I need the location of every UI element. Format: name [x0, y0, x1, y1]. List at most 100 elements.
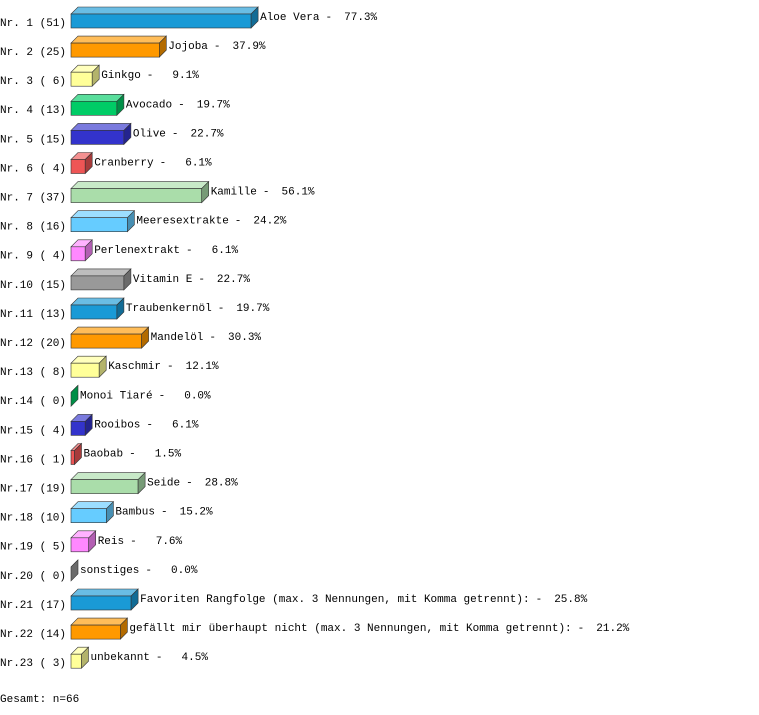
- bar: [70, 35, 168, 58]
- bar-side: [123, 268, 132, 291]
- row-label: Nr. 5 (15): [0, 134, 66, 146]
- bar-side: [88, 530, 97, 553]
- bar-top: [70, 123, 132, 131]
- row-label: Nr.16 ( 1): [0, 454, 66, 466]
- bar-front: [70, 13, 252, 29]
- value-label: 0.0%: [171, 565, 198, 577]
- bar-label: Kaschmir -12.1%: [108, 361, 219, 373]
- bar: [70, 646, 90, 669]
- bar-side: [116, 297, 125, 320]
- row-label: Nr.14 ( 0): [0, 396, 66, 408]
- bar-side: [137, 471, 146, 495]
- row-label: Nr.15 ( 4): [0, 425, 66, 437]
- separator: -: [159, 390, 166, 402]
- bar: [70, 471, 146, 495]
- bar: [70, 93, 125, 117]
- value-label: 56.1%: [282, 187, 315, 199]
- value-label: 6.1%: [185, 157, 212, 169]
- separator: -: [198, 274, 205, 286]
- category-label: sonstiges: [80, 565, 139, 577]
- value-label: 9.1%: [172, 70, 199, 82]
- bar-label: Monoi Tiaré - 0.0%: [80, 390, 211, 402]
- category-label: gefällt mir überhaupt nicht (max. 3 Nenn…: [129, 623, 571, 635]
- row-label: Nr.21 (17): [0, 600, 66, 612]
- bar-front: [70, 304, 118, 320]
- bar-front: [70, 130, 125, 145]
- bar-front: [70, 653, 82, 669]
- category-label: Favoriten Rangfolge (max. 3 Nennungen, m…: [140, 594, 529, 606]
- bar-side: [70, 559, 79, 582]
- separator: -: [178, 99, 185, 111]
- separator: -: [578, 623, 585, 635]
- value-label: 6.1%: [172, 419, 199, 431]
- bar-front: [70, 508, 107, 524]
- category-label: Perlenextrakt: [94, 245, 180, 257]
- bar-top: [70, 617, 129, 626]
- value-label: 4.5%: [182, 652, 209, 664]
- bar-front: [70, 421, 86, 436]
- bar: [70, 559, 79, 582]
- bar: [70, 151, 93, 175]
- bar-label: Ginkgo - 9.1%: [101, 70, 199, 82]
- row-label: Nr. 4 (13): [0, 105, 66, 117]
- bar: [70, 500, 115, 524]
- bar-front: [70, 217, 128, 232]
- bar-front: [70, 188, 203, 203]
- bar-label: Reis - 7.6%: [98, 536, 183, 548]
- row-label: Nr.17 (19): [0, 484, 66, 496]
- bar-top: [70, 326, 150, 335]
- separator: -: [129, 448, 136, 460]
- bar-label: Avocado -19.7%: [126, 99, 230, 111]
- value-label: 24.2%: [253, 216, 286, 228]
- row-label: Nr. 8 (16): [0, 222, 66, 234]
- bar-label: Bambus -15.2%: [115, 507, 213, 519]
- bar-front: [70, 479, 139, 494]
- bar-side: [81, 646, 89, 669]
- row-label: Nr.13 ( 8): [0, 367, 66, 379]
- value-label: 6.1%: [212, 245, 239, 257]
- separator: -: [209, 332, 216, 344]
- bar: [70, 442, 83, 466]
- bar-side: [123, 122, 132, 146]
- row-label: Nr. 1 (51): [0, 18, 66, 30]
- row-label: Nr.19 ( 5): [0, 542, 66, 554]
- bar-side: [84, 413, 93, 437]
- bar-front: [70, 333, 142, 349]
- bar: [70, 297, 125, 320]
- category-label: Ginkgo: [101, 70, 141, 82]
- bar-label: Rooibos - 6.1%: [94, 419, 199, 431]
- bar-label: Meeresextrakte -24.2%: [136, 216, 286, 228]
- separator: -: [235, 216, 242, 228]
- category-label: Traubenkernöl: [126, 303, 212, 315]
- row-label: Nr. 9 ( 4): [0, 251, 66, 263]
- bar-top: [70, 181, 210, 189]
- separator: -: [167, 361, 174, 373]
- category-label: Reis: [98, 536, 124, 548]
- value-label: 77.3%: [344, 12, 377, 24]
- bar-front: [70, 537, 90, 553]
- bar-front: [70, 362, 100, 378]
- bar-label: Vitamin E -22.7%: [133, 274, 250, 286]
- category-label: Kaschmir: [108, 361, 161, 373]
- value-label: 21.2%: [596, 623, 629, 635]
- bar-label: Traubenkernöl -19.7%: [126, 303, 270, 315]
- bar-side: [84, 239, 93, 262]
- category-label: Meeresextrakte: [136, 216, 228, 228]
- separator: -: [147, 70, 154, 82]
- bar-side: [98, 355, 107, 378]
- value-label: 22.7%: [217, 274, 250, 286]
- bar-label: Jojoba -37.9%: [168, 41, 266, 53]
- category-label: Avocado: [126, 99, 172, 111]
- bar-front: [70, 624, 121, 640]
- bar-front: [70, 450, 75, 465]
- bar-top: [70, 268, 132, 277]
- bar: [70, 64, 100, 87]
- bar-label: Baobab - 1.5%: [83, 448, 181, 460]
- bar-front: [70, 595, 132, 611]
- separator: -: [186, 478, 193, 490]
- bar-front: [70, 159, 86, 174]
- separator: -: [172, 128, 179, 140]
- category-label: Seide: [147, 478, 180, 490]
- bar-side: [116, 93, 125, 117]
- bar: [70, 122, 132, 146]
